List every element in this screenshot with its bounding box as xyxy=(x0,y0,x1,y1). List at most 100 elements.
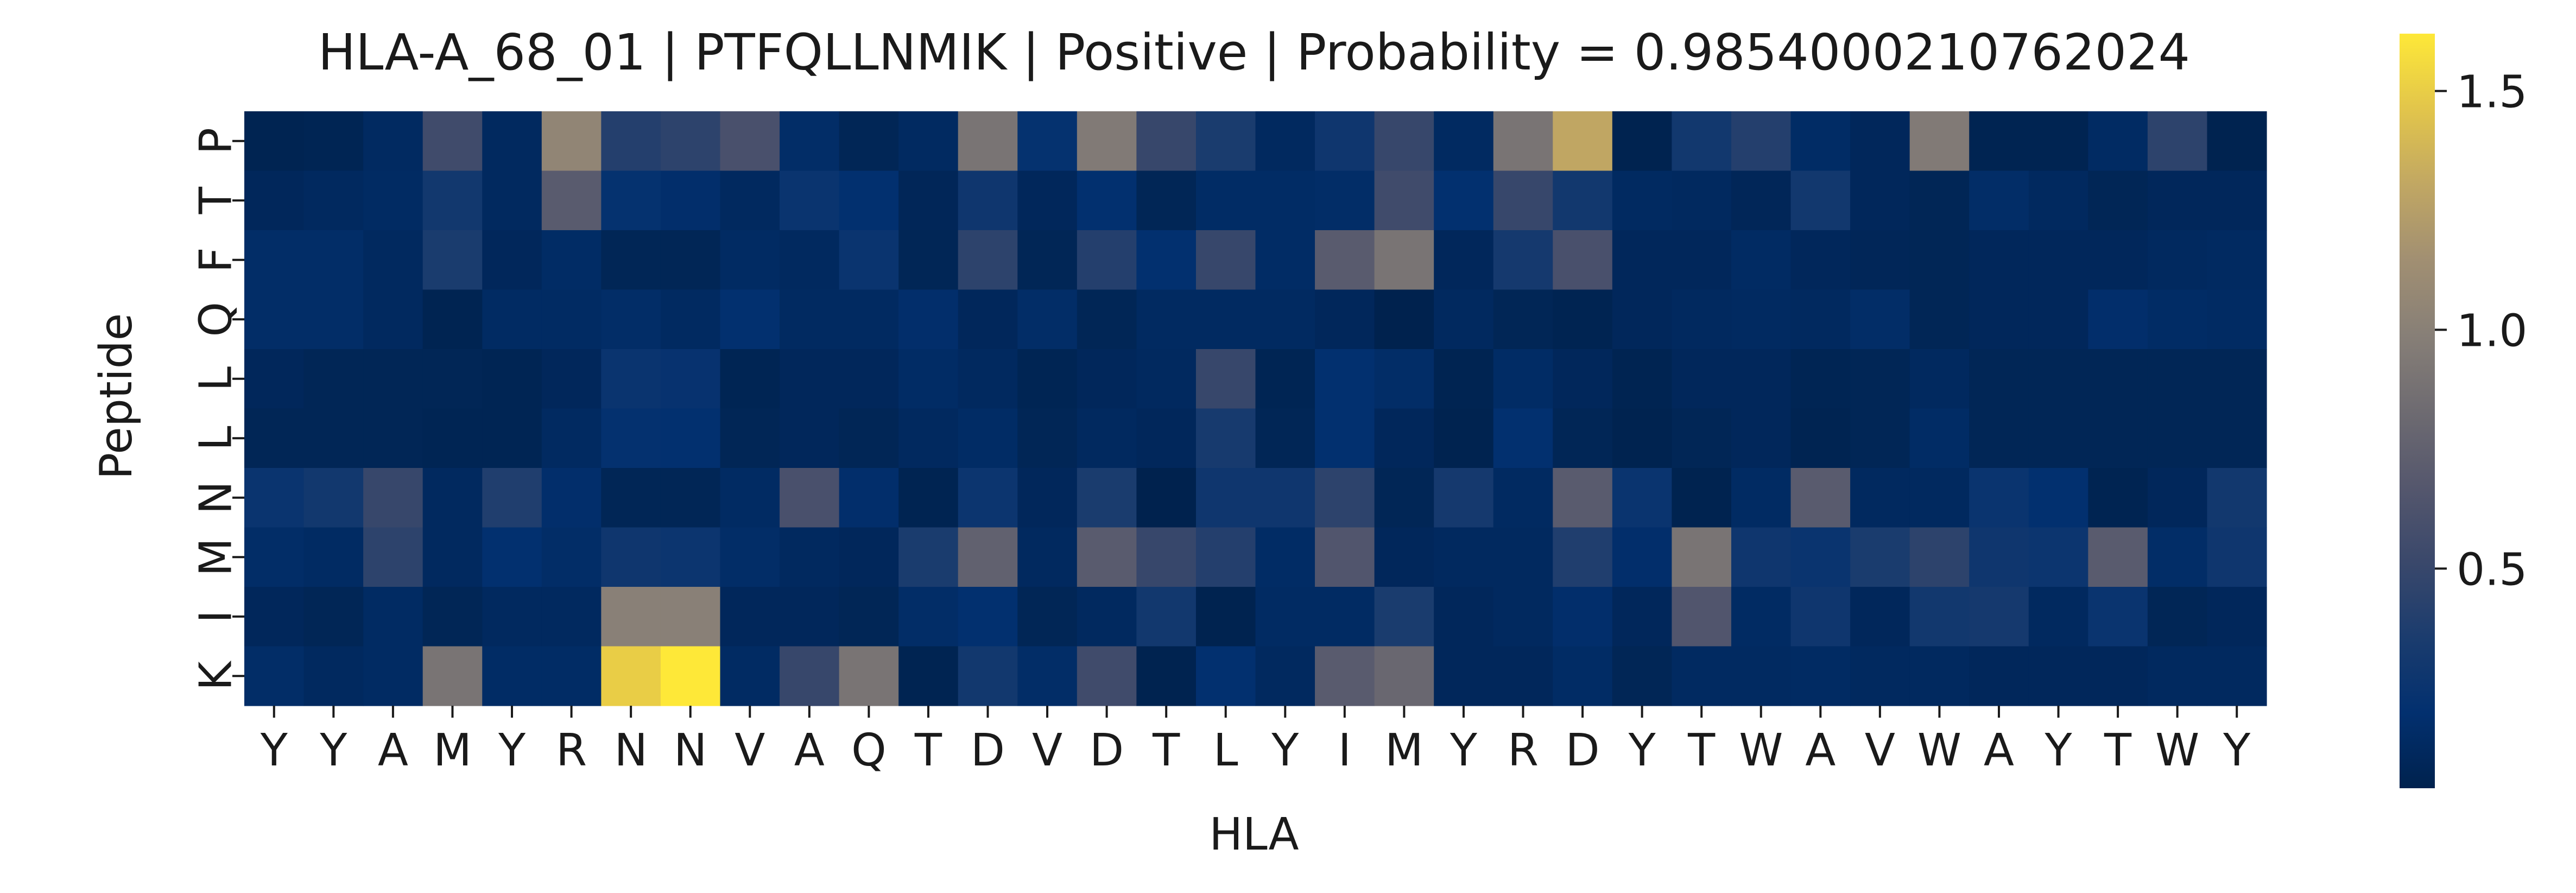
heatmap-cell xyxy=(1077,646,1137,706)
heatmap-cell xyxy=(1731,587,1792,647)
heatmap-cell xyxy=(780,349,840,409)
heatmap-cell xyxy=(2028,527,2088,587)
heatmap-cell xyxy=(898,289,959,350)
heatmap-cell xyxy=(1434,587,1494,647)
heatmap-cell xyxy=(1672,408,1732,468)
heatmap-cell xyxy=(303,230,364,290)
heatmap-cell xyxy=(1434,111,1494,172)
heatmap-cell xyxy=(1195,230,1256,290)
heatmap-cell xyxy=(1909,170,1970,231)
x-tick-label: W xyxy=(2155,725,2199,776)
heatmap-cell xyxy=(2028,230,2088,290)
heatmap-cell xyxy=(1195,170,1256,231)
heatmap-cell xyxy=(2147,468,2208,528)
heatmap-cell xyxy=(303,349,364,409)
heatmap-cell xyxy=(839,646,899,706)
heatmap-cell xyxy=(1612,170,1673,231)
colorbar-ticks: 0.5 1.0 1.5 xyxy=(2435,67,2527,596)
heatmap-cell xyxy=(1731,468,1792,528)
heatmap-cell xyxy=(898,230,959,290)
x-tick-label: M xyxy=(1385,725,1423,776)
heatmap-cell xyxy=(1315,170,1375,231)
heatmap-cell xyxy=(1553,289,1613,350)
heatmap-cell xyxy=(2147,587,2208,647)
colorbar-tick-label: 1.5 xyxy=(2457,67,2527,118)
heatmap-cell xyxy=(303,646,364,706)
heatmap-cell xyxy=(1374,230,1434,290)
heatmap-cell xyxy=(303,587,364,647)
heatmap-cell xyxy=(1017,587,1078,647)
heatmap-cell xyxy=(898,408,959,468)
chart-title: HLA-A_68_01 | PTFQLLNMIK | Positive | Pr… xyxy=(318,23,2190,81)
heatmap-cell xyxy=(601,527,661,587)
heatmap-cell xyxy=(1612,230,1673,290)
heatmap-cell xyxy=(660,408,721,468)
heatmap-cell xyxy=(1255,170,1315,231)
heatmap-cell xyxy=(1077,230,1137,290)
heatmap-cell xyxy=(1255,408,1315,468)
x-tick-label: A xyxy=(1984,725,2014,776)
heatmap-cell xyxy=(898,468,959,528)
heatmap-cell xyxy=(1672,646,1732,706)
heatmap-cell xyxy=(720,468,780,528)
x-tick-label: Y xyxy=(1628,725,1656,776)
heatmap-cell xyxy=(2207,527,2267,587)
heatmap-cell xyxy=(1136,170,1197,231)
heatmap-cell xyxy=(2028,170,2088,231)
heatmap-cell xyxy=(244,170,305,231)
heatmap-cell xyxy=(244,527,305,587)
heatmap-cell xyxy=(1255,111,1315,172)
colorbar-tick-label: 0.5 xyxy=(2457,544,2527,596)
heatmap-cell xyxy=(482,468,542,528)
heatmap-cell xyxy=(2088,111,2148,172)
heatmap-cell xyxy=(898,527,959,587)
heatmap-cell xyxy=(244,468,305,528)
heatmap-cell xyxy=(541,527,602,587)
heatmap-cell xyxy=(720,289,780,350)
heatmap-cell xyxy=(720,349,780,409)
x-tick-label: V xyxy=(1032,725,1062,776)
heatmap-cell xyxy=(1255,468,1315,528)
heatmap-cell xyxy=(363,349,423,409)
heatmap-cell xyxy=(1731,289,1792,350)
heatmap-cell xyxy=(1553,468,1613,528)
heatmap-cell xyxy=(1731,170,1792,231)
heatmap-cell xyxy=(422,230,483,290)
heatmap-cell xyxy=(1434,349,1494,409)
heatmap-cell xyxy=(720,527,780,587)
heatmap-cell xyxy=(541,646,602,706)
heatmap-cell xyxy=(244,289,305,350)
heatmap-cell xyxy=(2028,408,2088,468)
heatmap-cell xyxy=(660,111,721,172)
heatmap-cell xyxy=(1434,408,1494,468)
heatmap-cell xyxy=(2207,587,2267,647)
heatmap-cell xyxy=(422,289,483,350)
heatmap-cell xyxy=(2028,349,2088,409)
heatmap-cell xyxy=(1612,646,1673,706)
heatmap-cell xyxy=(2028,468,2088,528)
heatmap-cell xyxy=(1790,349,1851,409)
heatmap-cell xyxy=(958,349,1018,409)
heatmap-cell xyxy=(1969,468,2029,528)
heatmap-cell xyxy=(1315,646,1375,706)
heatmap-cell xyxy=(303,468,364,528)
heatmap-cell xyxy=(363,111,423,172)
heatmap-cell xyxy=(958,289,1018,350)
heatmap-cell xyxy=(422,527,483,587)
heatmap-cell xyxy=(1195,111,1256,172)
x-tick-label: A xyxy=(378,725,408,776)
heatmap-cell xyxy=(780,646,840,706)
heatmap-cell xyxy=(601,408,661,468)
heatmap-cell xyxy=(1790,111,1851,172)
heatmap-cell xyxy=(422,587,483,647)
heatmap-cell xyxy=(244,587,305,647)
heatmap-cell xyxy=(2207,111,2267,172)
x-tick-label: I xyxy=(1338,725,1351,776)
heatmap-cell xyxy=(541,468,602,528)
heatmap-cell xyxy=(1790,646,1851,706)
heatmap-cell xyxy=(660,587,721,647)
heatmap-cell xyxy=(1017,111,1078,172)
heatmap-cell xyxy=(1909,468,1970,528)
